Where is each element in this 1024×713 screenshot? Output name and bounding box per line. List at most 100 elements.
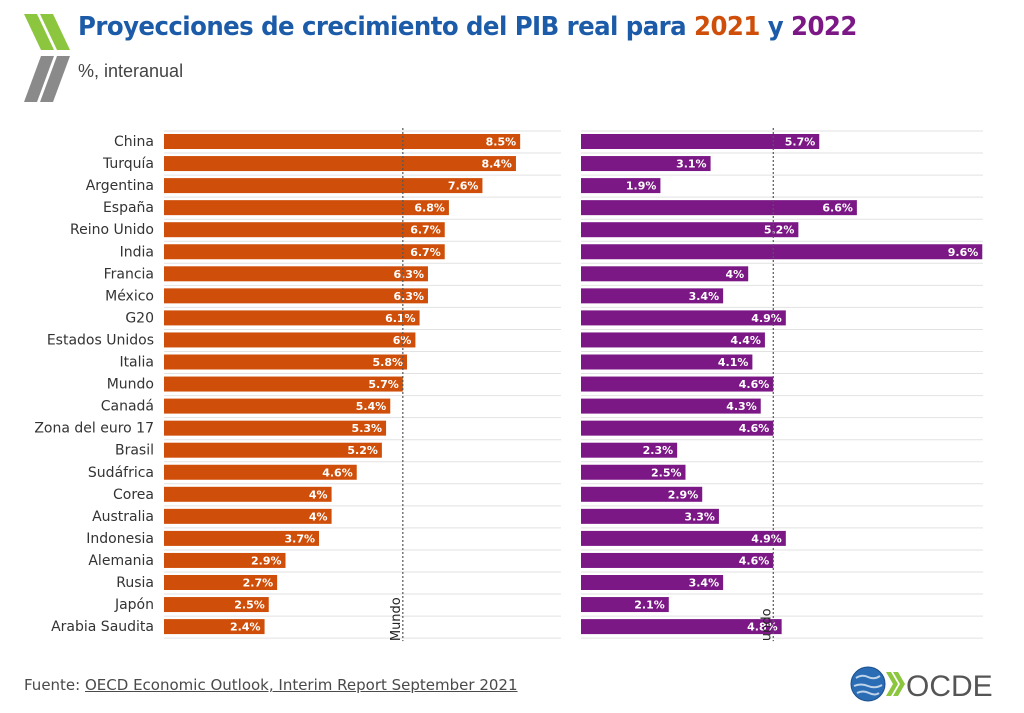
bar bbox=[164, 266, 428, 282]
category-label: Brasil bbox=[115, 443, 154, 459]
data-label: 3.7% bbox=[285, 532, 316, 545]
category-label: Reino Unido bbox=[70, 222, 154, 238]
data-label: 4% bbox=[309, 510, 328, 523]
data-label: 2.4% bbox=[230, 621, 261, 634]
data-label: 8.5% bbox=[486, 136, 517, 149]
data-label: 4.6% bbox=[322, 466, 353, 479]
category-label: Arabia Saudita bbox=[51, 619, 154, 635]
chart-subtitle: %, interanual bbox=[78, 61, 184, 81]
bar bbox=[164, 464, 357, 480]
bar bbox=[164, 575, 278, 590]
bar bbox=[581, 178, 661, 194]
category-label: Francia bbox=[104, 266, 154, 282]
bar bbox=[581, 508, 719, 524]
bar bbox=[164, 156, 516, 172]
bar bbox=[581, 156, 711, 172]
category-label: Australia bbox=[92, 509, 154, 525]
bar bbox=[164, 619, 265, 635]
bar bbox=[164, 178, 483, 194]
data-label: 4% bbox=[309, 488, 328, 501]
bar bbox=[164, 552, 286, 568]
bar bbox=[581, 222, 799, 238]
category-label: México bbox=[105, 288, 154, 304]
category-label: Japón bbox=[114, 597, 154, 613]
data-label: 4.6% bbox=[739, 422, 770, 435]
source-link[interactable]: OECD Economic Outlook, Interim Report Se… bbox=[85, 676, 518, 694]
data-label: 5.7% bbox=[785, 136, 816, 149]
data-label: 6.8% bbox=[414, 202, 445, 215]
data-label: 6.6% bbox=[822, 202, 853, 215]
data-label: 4.4% bbox=[730, 334, 761, 347]
bar bbox=[581, 376, 774, 392]
source-note: Fuente: OECD Economic Outlook, Interim R… bbox=[24, 676, 518, 694]
data-label: 5.4% bbox=[356, 400, 387, 413]
data-label: 2.9% bbox=[668, 488, 699, 501]
category-label: Turquía bbox=[102, 156, 154, 172]
category-label: India bbox=[120, 244, 154, 260]
data-label: 4.6% bbox=[739, 554, 770, 567]
category-label: G20 bbox=[125, 310, 154, 326]
bar bbox=[581, 552, 774, 568]
bar bbox=[164, 288, 428, 304]
bar bbox=[581, 200, 857, 216]
data-label: 6% bbox=[393, 334, 412, 347]
bar bbox=[164, 442, 382, 458]
title-prefix: Proyecciones de crecimiento del PIB real… bbox=[78, 12, 687, 42]
bar bbox=[581, 266, 749, 282]
data-label: 8.4% bbox=[481, 158, 512, 171]
data-label: 2.5% bbox=[651, 466, 682, 479]
bar bbox=[581, 134, 820, 149]
data-label: 2.7% bbox=[243, 577, 274, 590]
data-label: 2.1% bbox=[634, 599, 665, 612]
bar bbox=[164, 597, 269, 613]
reference-label: undo bbox=[759, 608, 774, 641]
bar bbox=[581, 354, 753, 370]
category-label: Rusia bbox=[116, 575, 154, 591]
data-label: 5.2% bbox=[764, 224, 795, 237]
data-label: 6.1% bbox=[385, 312, 416, 325]
bar bbox=[164, 420, 387, 436]
oecd-logo: OCDE bbox=[850, 666, 993, 703]
oecd-chevron-icon bbox=[24, 14, 70, 102]
bar bbox=[164, 134, 521, 149]
data-label: 5.2% bbox=[347, 444, 378, 457]
bar bbox=[581, 244, 983, 260]
data-label: 6.7% bbox=[410, 224, 441, 237]
category-label: Italia bbox=[119, 355, 154, 371]
data-label: 6.3% bbox=[393, 290, 424, 303]
bar bbox=[164, 508, 332, 524]
bar bbox=[164, 222, 445, 238]
data-label: 4.1% bbox=[718, 356, 749, 369]
data-label: 1.9% bbox=[626, 180, 657, 193]
bar bbox=[164, 332, 416, 348]
category-label: Mundo bbox=[107, 377, 154, 393]
source-label: Fuente: bbox=[24, 676, 81, 694]
data-label: 4.8% bbox=[747, 621, 778, 634]
bar bbox=[581, 597, 669, 613]
data-label: 4.9% bbox=[751, 312, 782, 325]
bar bbox=[581, 530, 786, 546]
bar bbox=[164, 354, 408, 370]
bar bbox=[581, 420, 774, 436]
bar bbox=[581, 288, 724, 304]
data-label: 3.3% bbox=[684, 510, 715, 523]
category-label: España bbox=[103, 200, 154, 216]
title-join: y bbox=[767, 12, 784, 42]
bar bbox=[581, 332, 765, 348]
reference-label: Mundo bbox=[389, 597, 404, 641]
bar bbox=[164, 200, 449, 216]
data-label: 6.7% bbox=[410, 246, 441, 259]
bar bbox=[581, 486, 703, 502]
bar bbox=[581, 310, 786, 326]
bar bbox=[164, 530, 320, 546]
category-label: Zona del euro 17 bbox=[34, 421, 154, 437]
bar bbox=[164, 486, 332, 502]
data-label: 3.4% bbox=[689, 577, 720, 590]
data-label: 4.6% bbox=[739, 378, 770, 391]
title-year-2021: 2021 bbox=[694, 12, 760, 42]
data-label: 4.3% bbox=[726, 400, 757, 413]
category-label: Alemania bbox=[88, 553, 154, 569]
category-label: Argentina bbox=[86, 178, 154, 194]
bar bbox=[581, 464, 686, 480]
data-label: 2.5% bbox=[234, 599, 265, 612]
